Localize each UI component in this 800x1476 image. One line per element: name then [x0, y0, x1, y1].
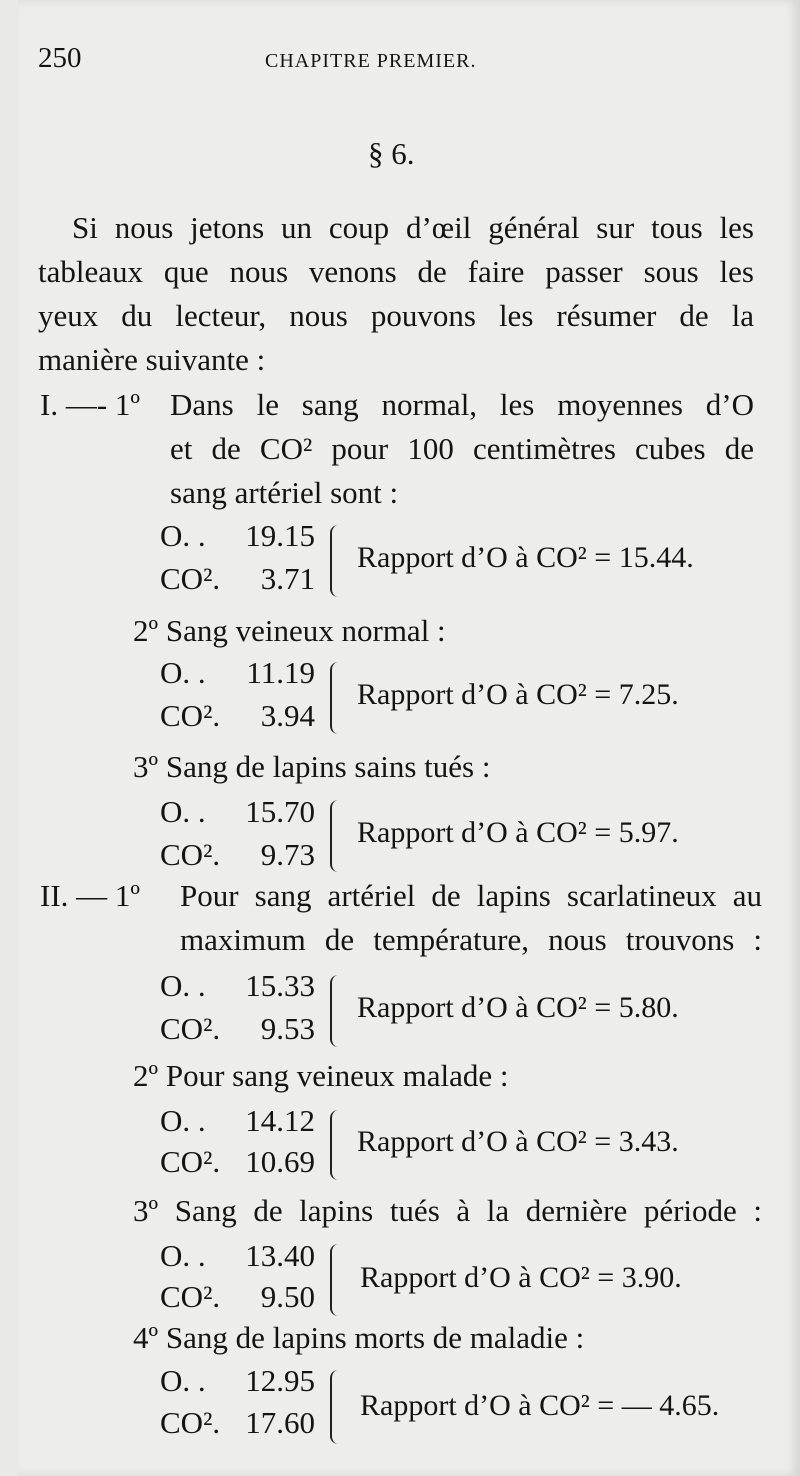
- part-line: et de CO² pour 100 centimètres cubes de: [170, 431, 754, 466]
- part-marker: II. — 1º: [40, 878, 141, 913]
- oxygen-value: 11.19: [246, 655, 315, 690]
- oxygen-value: 12.95: [245, 1363, 315, 1398]
- co2-label: CO².: [160, 1011, 221, 1046]
- brace: [330, 1110, 342, 1180]
- co2-label: CO².: [160, 837, 221, 872]
- oxygen-label: O. .: [160, 655, 206, 690]
- co2-label: CO².: [160, 561, 221, 596]
- co2-value: 10.69: [245, 1144, 315, 1179]
- ratio: Rapport d’O à CO² = 5.97.: [357, 816, 679, 849]
- brace: [330, 1244, 342, 1316]
- intro-line: tableaux que nous venons de faire passer…: [38, 254, 754, 289]
- co2-label: CO².: [160, 1144, 221, 1179]
- book-page: [18, 0, 800, 1476]
- part-marker: I. —- 1º: [40, 387, 141, 422]
- part-line: maximum de température, nous trouvons :: [180, 922, 762, 957]
- intro-line: Si nous jetons un coup d’œil général sur…: [72, 210, 754, 245]
- ratio: Rapport d’O à CO² = 3.90.: [360, 1261, 682, 1294]
- co2-label: CO².: [160, 698, 221, 733]
- co2-value: 9.53: [260, 1011, 315, 1046]
- co2-value: 3.71: [260, 561, 315, 596]
- oxygen-label: O. .: [160, 968, 206, 1003]
- item-heading: 3º Sang de lapins tués à la dernière pér…: [133, 1193, 762, 1228]
- running-head: CHAPITRE PREMIER.: [265, 50, 477, 72]
- oxygen-value: 15.70: [245, 794, 315, 829]
- oxygen-label: O. .: [160, 1363, 206, 1398]
- oxygen-label: O. .: [160, 794, 206, 829]
- co2-value: 17.60: [245, 1405, 315, 1440]
- item-heading: 2º Pour sang veineux malade :: [133, 1058, 509, 1093]
- part-line: Pour sang artériel de lapins scarlatineu…: [180, 878, 762, 913]
- ratio: Rapport d’O à CO² = 5.80.: [357, 991, 679, 1024]
- co2-value: 9.50: [260, 1279, 315, 1314]
- ratio: Rapport d’O à CO² = 15.44.: [357, 541, 694, 574]
- oxygen-value: 19.15: [245, 518, 315, 553]
- oxygen-value: 14.12: [245, 1103, 315, 1138]
- oxygen-value: 13.40: [245, 1238, 315, 1273]
- page-number: 250: [38, 42, 82, 74]
- section-heading: § 6.: [368, 136, 415, 171]
- oxygen-value: 15.33: [245, 968, 315, 1003]
- item-heading: 4º Sang de lapins morts de maladie :: [133, 1320, 585, 1355]
- co2-value: 3.94: [260, 698, 315, 733]
- oxygen-label: O. .: [160, 1103, 206, 1138]
- oxygen-label: O. .: [160, 518, 206, 553]
- ratio: Rapport d’O à CO² = 7.25.: [357, 678, 679, 711]
- part-line: Dans le sang normal, les moyennes d’O: [170, 387, 754, 422]
- item-heading: 2º Sang veineux normal :: [133, 613, 446, 648]
- intro-line: manière suivante :: [38, 342, 266, 377]
- co2-label: CO².: [160, 1405, 221, 1440]
- brace: [330, 525, 342, 597]
- brace: [330, 800, 342, 872]
- co2-value: 9.73: [260, 837, 315, 872]
- ratio: Rapport d’O à CO² = — 4.65.: [360, 1389, 720, 1422]
- ratio: Rapport d’O à CO² = 3.43.: [357, 1125, 679, 1158]
- brace: [330, 1370, 342, 1444]
- part-line: sang artériel sont :: [170, 475, 399, 510]
- item-heading: 3º Sang de lapins sains tués :: [133, 749, 491, 784]
- brace: [330, 662, 342, 734]
- intro-line: yeux du lecteur, nous pouvons les résume…: [38, 298, 754, 333]
- co2-label: CO².: [160, 1279, 221, 1314]
- oxygen-label: O. .: [160, 1238, 206, 1273]
- brace: [330, 975, 342, 1047]
